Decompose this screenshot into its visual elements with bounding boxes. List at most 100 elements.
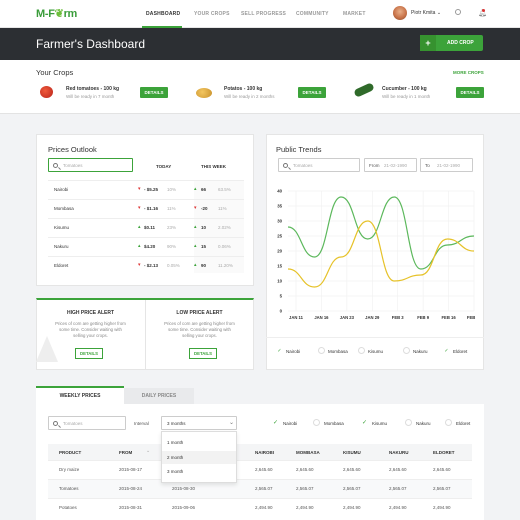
search-icon[interactable]: [455, 9, 461, 15]
crop-ready-text: Will be ready in 2 months: [224, 94, 275, 99]
alerts-divider: [145, 300, 146, 370]
low-alert-details-button[interactable]: DETAILS: [189, 348, 217, 359]
nav-market[interactable]: MARKET: [343, 11, 366, 17]
table-cell: 2,494.90: [296, 505, 314, 510]
public-trends-title: Public Trends: [276, 145, 322, 154]
crop-details-button[interactable]: DETAILS: [298, 87, 326, 98]
potato-icon: [196, 88, 212, 98]
table-cell: Tomatoes: [59, 486, 79, 491]
sort-icon[interactable]: ⌄: [146, 448, 151, 454]
nav-community[interactable]: COMMUNITY: [296, 11, 329, 17]
filter-label: Nakuru: [416, 421, 431, 426]
leaf-icon: ❦: [54, 8, 64, 20]
price-today-pct: 11%: [167, 206, 176, 211]
high-alert-details-button[interactable]: DETAILS: [75, 348, 103, 359]
table-cell: 2,494.90: [433, 505, 451, 510]
table-column-header[interactable]: FROM: [119, 450, 133, 455]
price-row-city: Nairobi: [54, 187, 69, 192]
price-week-pct: 11%: [218, 206, 227, 211]
search-placeholder: Tomatoes: [63, 163, 83, 168]
filter-checkbox[interactable]: [313, 419, 320, 426]
trend-arrow-icon: ▴: [194, 224, 197, 230]
search-icon: [283, 163, 288, 168]
table-column-header[interactable]: PRODUCT: [59, 450, 82, 455]
high-price-alert-title: HIGH PRICE ALERT: [66, 310, 115, 316]
table-cell: Dry maize: [59, 467, 80, 472]
x-tick-label: FEB 3: [392, 315, 405, 320]
y-tick-label: 30: [277, 219, 282, 224]
table-column-header[interactable]: KISUMU: [343, 450, 361, 455]
price-today: - $5.25: [144, 187, 159, 192]
page-title: Farmer's Dashboard: [36, 37, 145, 51]
search-placeholder: Tomatoes: [63, 421, 83, 426]
your-crops-section: [0, 60, 520, 114]
table-cell: 2,645.60: [389, 467, 407, 472]
nav-dashboard[interactable]: DASHBOARD: [146, 11, 181, 17]
crop-details-button[interactable]: DETAILS: [140, 87, 168, 98]
crop-ready-text: Will be ready in 7 month: [66, 94, 115, 99]
price-row-divider: [48, 256, 244, 257]
legend-checkbox[interactable]: ✓: [443, 347, 450, 354]
crop-details-button[interactable]: DETAILS: [456, 87, 484, 98]
table-cell: 2015-08-17: [119, 467, 143, 472]
from-date-input[interactable]: From 21-02-1990: [364, 158, 417, 172]
alert-desc-line: some time. Consider waiting with: [168, 327, 231, 332]
filter-checkbox[interactable]: ✓: [361, 419, 368, 426]
trend-arrow-icon: ▾: [138, 262, 141, 268]
tab-weekly-prices[interactable]: WEEKLY PRICES: [36, 386, 124, 404]
price-week: 10: [201, 225, 207, 230]
table-cell: 2,645.60: [433, 467, 451, 472]
more-crops-link[interactable]: MORE CROPS: [453, 70, 484, 75]
table-column-header[interactable]: ELDORET: [433, 450, 455, 455]
user-menu[interactable]: Piotr Kmita ⌄: [411, 10, 442, 16]
tab-daily-prices[interactable]: DAILY PRICES: [124, 388, 194, 404]
filter-checkbox[interactable]: [405, 419, 412, 426]
nav-your-crops[interactable]: YOUR CROPS: [194, 11, 230, 17]
y-tick-label: 5: [280, 294, 283, 299]
price-row-city: Nakuru: [54, 244, 69, 249]
weekly-search-input[interactable]: Tomatoes: [48, 416, 126, 430]
interval-select[interactable]: 3 months ⌄: [161, 416, 237, 430]
price-week-pct: 0.06%: [218, 244, 231, 249]
prices-search-input[interactable]: Tomatoes: [48, 158, 133, 172]
alert-desc-line: Prices of corn are getting higher from: [164, 321, 235, 326]
bell-icon[interactable]: 🔔︎: [478, 10, 487, 17]
top-navbar: [0, 0, 520, 28]
table-column-header[interactable]: MOMBASA: [296, 450, 320, 455]
add-crop-button[interactable]: + ADD CROP: [420, 35, 483, 51]
table-cell: 2,645.60: [343, 467, 361, 472]
y-tick-label: 25: [277, 234, 282, 239]
add-crop-label: ADD CROP: [447, 40, 474, 46]
filter-checkbox[interactable]: ✓: [272, 419, 279, 426]
nav-active-indicator: [142, 26, 182, 28]
table-cell: 2,494.90: [389, 505, 407, 510]
price-week-pct: 11.20%: [218, 263, 233, 268]
price-today: $0.11: [144, 225, 156, 230]
filter-checkbox[interactable]: [445, 419, 452, 426]
price-week: -20: [201, 206, 208, 211]
table-column-header[interactable]: NAIROBI: [255, 450, 274, 455]
price-row-divider: [48, 180, 244, 181]
logo[interactable]: M-F❦rm: [36, 7, 77, 20]
to-date-input[interactable]: To 21-02-1990: [420, 158, 473, 172]
dropdown-option[interactable]: 1 month: [167, 440, 184, 445]
x-tick-label: JAN 11: [289, 315, 304, 320]
to-value: 21-02-1990: [437, 163, 461, 168]
dropdown-option[interactable]: 3 month: [167, 469, 184, 474]
alert-desc-line: selling your crops.: [182, 333, 217, 338]
legend-checkbox[interactable]: [318, 347, 325, 354]
trends-search-input[interactable]: Tomatoes: [278, 158, 360, 172]
nav-sell-progress[interactable]: SELL PROGRESS: [241, 11, 287, 17]
legend-checkbox[interactable]: [403, 347, 410, 354]
avatar[interactable]: [393, 6, 407, 20]
legend-checkbox[interactable]: ✓: [276, 347, 283, 354]
price-week: 15: [201, 244, 207, 249]
crop-name: Potatos - 100 kg: [224, 86, 263, 92]
prices-outlook-title: Prices Outlook: [48, 145, 97, 154]
x-tick-label: JAN 16: [314, 315, 329, 320]
legend-checkbox[interactable]: [358, 347, 365, 354]
dropdown-option[interactable]: 2 month: [167, 455, 184, 460]
table-column-header[interactable]: NAKURU: [389, 450, 409, 455]
search-placeholder: Tomatoes: [293, 163, 313, 168]
price-today-pct: 10%: [167, 187, 177, 192]
